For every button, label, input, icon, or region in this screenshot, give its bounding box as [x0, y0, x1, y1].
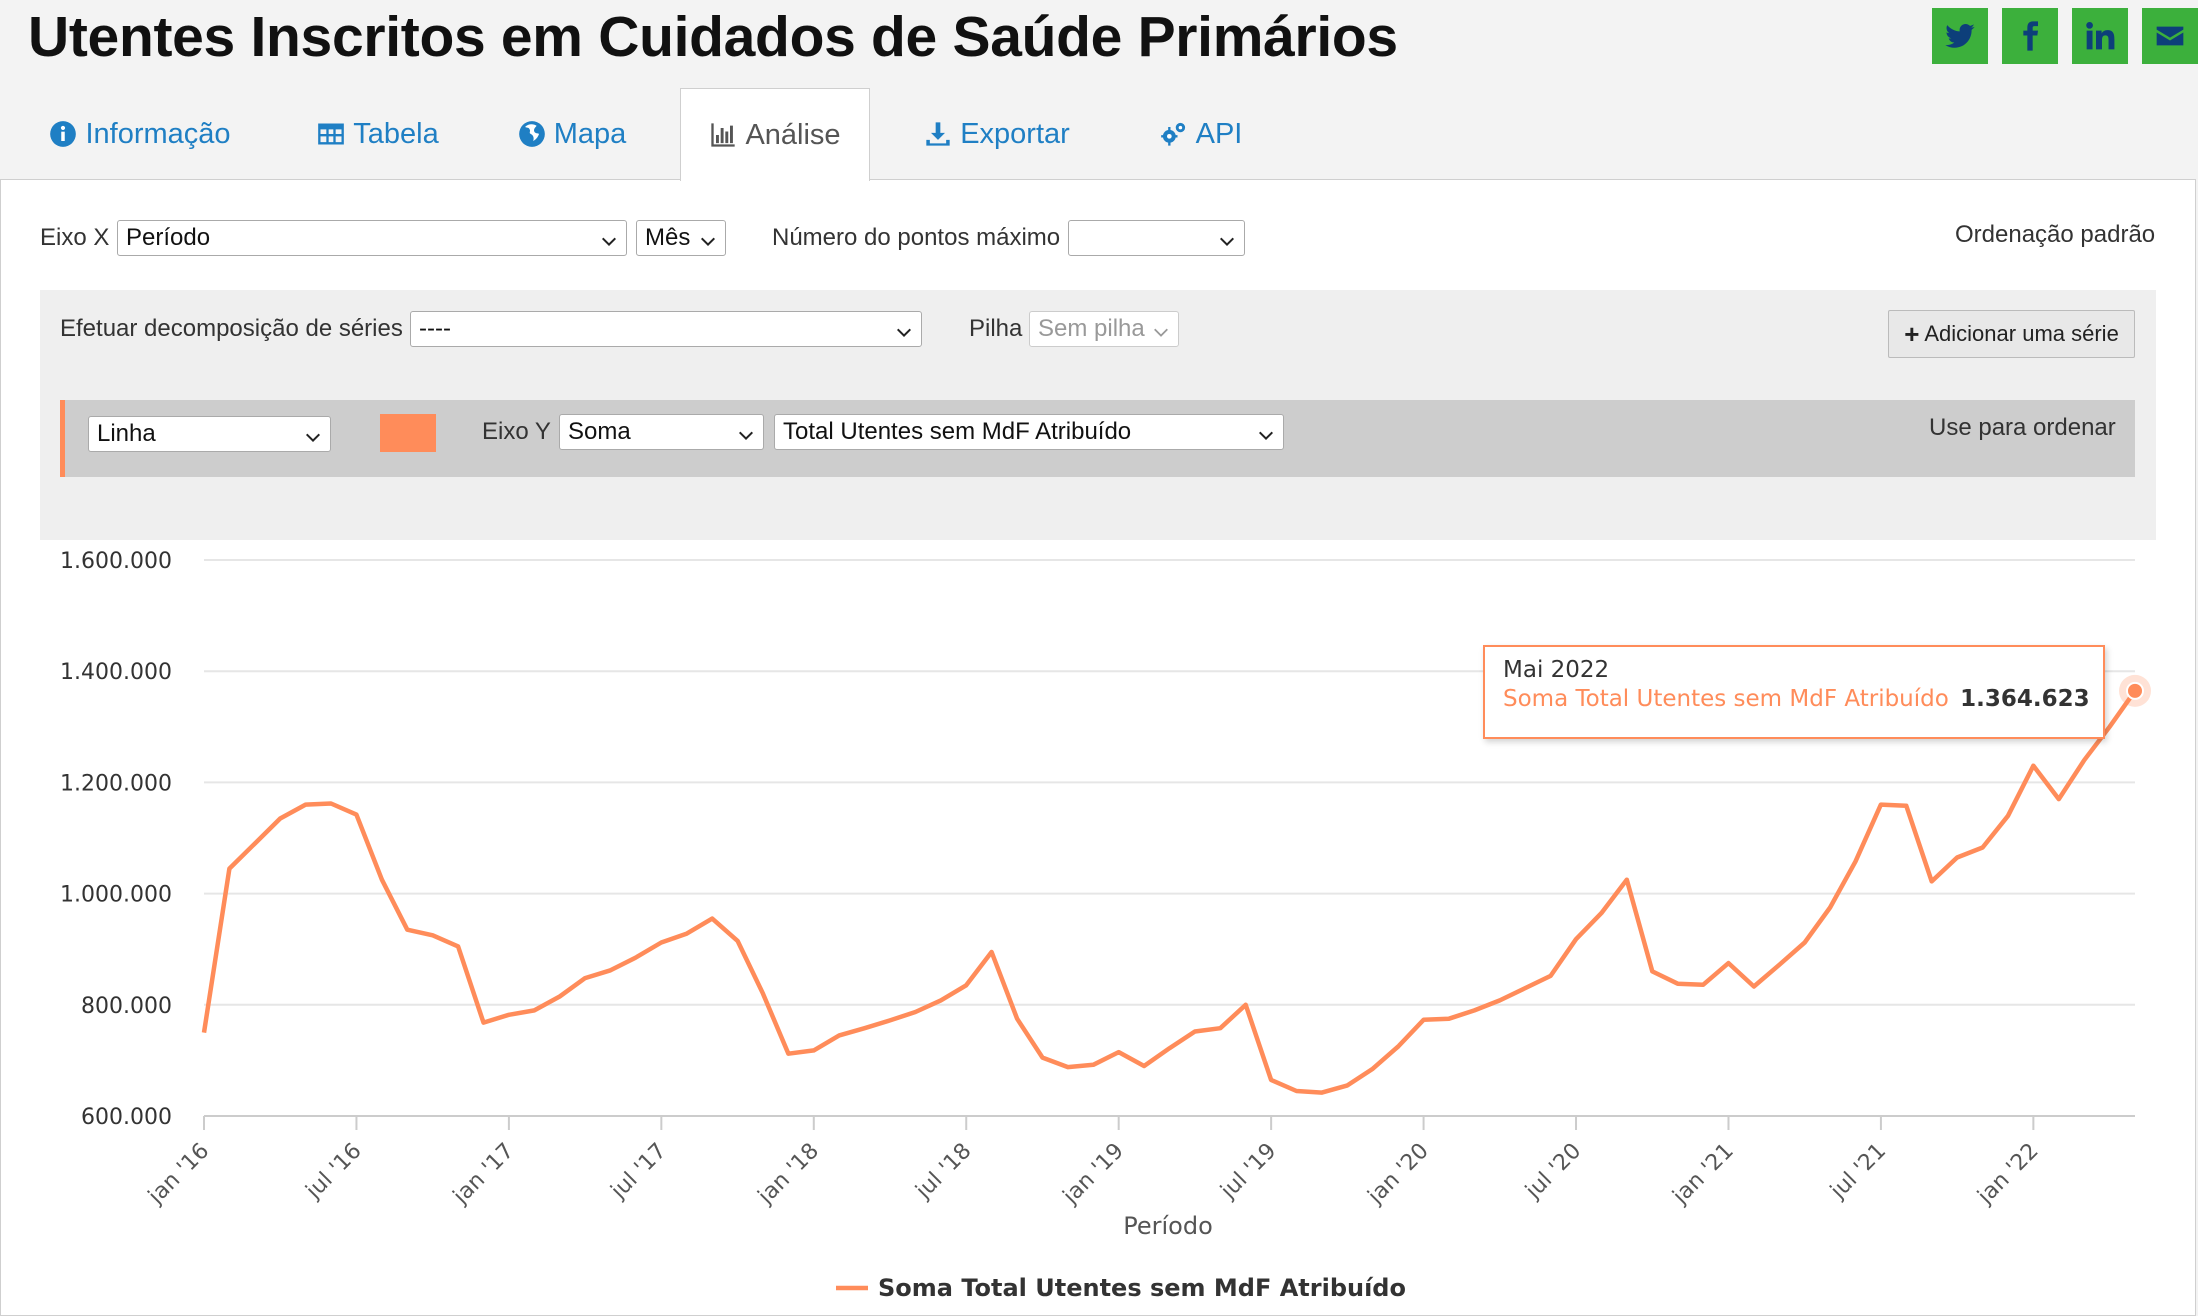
tab-exportar[interactable]: Exportar [922, 88, 1072, 180]
add-series-label: Adicionar uma série [1924, 321, 2119, 346]
default-order-link[interactable]: Ordenação padrão [1955, 221, 2156, 248]
x-tick-label: jan '17 [448, 1139, 519, 1210]
chevron-down-icon [895, 320, 913, 338]
x-tick-label: jan '21 [1668, 1139, 1739, 1210]
granularity-select[interactable]: Mês [636, 220, 726, 256]
max-points-select[interactable] [1068, 220, 1245, 256]
max-points-label: Número do pontos máximo [772, 224, 1061, 251]
x-tick-label: jan '22 [1972, 1139, 2043, 1210]
x-tick-label: jul '21 [1825, 1139, 1891, 1205]
stack-value: Sem pilha [1038, 315, 1145, 342]
x-tick-label: jul '17 [606, 1139, 672, 1205]
chart-tooltip: Mai 2022 Soma Total Utentes sem MdF Atri… [1483, 645, 2105, 739]
aggregation-value: Soma [568, 418, 631, 445]
tooltip-date: Mai 2022 [1503, 657, 1610, 683]
x-tick-label: jan '20 [1363, 1139, 1434, 1210]
x-axis-title: Período [1123, 1212, 1213, 1240]
series-line [201, 689, 2137, 1095]
y-tick-label: 1.600.000 [60, 549, 172, 574]
chevron-down-icon [600, 229, 618, 247]
x-axis-value: Período [126, 224, 211, 251]
tab-label: Informação [85, 117, 231, 150]
twitter-share-button[interactable] [1932, 8, 1988, 64]
legend[interactable]: Soma Total Utentes sem MdF Atribuído [836, 1274, 1406, 1302]
chevron-down-icon [304, 425, 322, 443]
linkedin-icon [2086, 22, 2115, 50]
breakdown-select[interactable]: ---- [410, 311, 922, 347]
y-tick-label: 1.400.000 [60, 660, 172, 685]
x-axis-label: Eixo X [40, 224, 110, 251]
series-type-value: Linha [97, 420, 156, 447]
tooltip-value: 1.364.623 [1960, 686, 2090, 712]
tab-label: Exportar [960, 117, 1070, 150]
chevron-down-icon [699, 229, 717, 247]
grid-lines [204, 559, 2135, 1117]
tab-label: API [1195, 117, 1243, 150]
facebook-icon [2023, 21, 2038, 51]
chevron-down-icon [1218, 229, 1236, 247]
x-tick-label: jan '19 [1058, 1139, 1129, 1210]
share-buttons [1932, 8, 2198, 64]
stack-select[interactable]: Sem pilha [1029, 311, 1179, 347]
email-icon [2156, 26, 2184, 46]
linkedin-share-button[interactable] [2072, 8, 2128, 64]
tab-label: Tabela [353, 117, 439, 150]
x-tick-label: jul '19 [1215, 1139, 1281, 1205]
gears-icon [1160, 120, 1188, 148]
breakdown-value: ---- [419, 315, 451, 342]
tab-bar: Informação Tabela Mapa Análise Exportar … [0, 88, 2198, 181]
y-field-value: Total Utentes sem MdF Atribuído [783, 418, 1132, 445]
stack-label: Pilha [969, 315, 1023, 342]
y-field-select[interactable]: Total Utentes sem MdF Atribuído [774, 414, 1284, 450]
page-title: Utentes Inscritos em Cuidados de Saúde P… [28, 5, 1398, 69]
tab-label: Mapa [553, 117, 627, 150]
hover-marker [2119, 674, 2151, 707]
y-tick-label: 800.000 [81, 994, 172, 1019]
tab-mapa[interactable]: Mapa [512, 88, 632, 180]
tab-label: Análise [745, 118, 841, 151]
download-icon [924, 120, 952, 148]
table-icon [317, 120, 345, 148]
facebook-share-button[interactable] [2002, 8, 2058, 64]
plus-icon: + [1904, 318, 1920, 349]
bar-chart-icon [709, 121, 737, 149]
x-axis-select[interactable]: Período [117, 220, 627, 256]
breakdown-label: Efetuar decomposição de séries [60, 315, 403, 342]
y-tick-label: 1.200.000 [60, 771, 172, 796]
x-tick-label: jul '20 [1520, 1139, 1586, 1205]
chevron-down-icon [737, 423, 755, 441]
use-for-order-link[interactable]: Use para ordenar [1929, 414, 2116, 441]
legend-item[interactable]: Soma Total Utentes sem MdF Atribuído [878, 1274, 1406, 1302]
tooltip-series-name: Soma Total Utentes sem MdF Atribuído [1503, 686, 1949, 712]
y-tick-label: 1.000.000 [60, 883, 172, 908]
add-series-button[interactable]: + Adicionar uma série [1888, 310, 2135, 358]
marker-point [2126, 681, 2144, 700]
series-color-swatch[interactable] [380, 414, 436, 452]
tab-analise[interactable]: Análise [680, 88, 870, 181]
series-type-select[interactable]: Linha [88, 416, 331, 452]
y-axis-ticks: 600.000 800.000 1.000.000 1.200.000 1.400.00… [60, 549, 172, 1130]
y-tick-label: 600.000 [81, 1105, 172, 1130]
chevron-down-icon [1152, 320, 1170, 338]
tab-informacao[interactable]: Informação [40, 88, 240, 180]
tab-tabela[interactable]: Tabela [308, 88, 448, 180]
globe-icon [518, 120, 546, 148]
chevron-down-icon [1257, 423, 1275, 441]
x-tick-label: jul '16 [301, 1139, 367, 1205]
twitter-icon [1945, 24, 1975, 48]
x-tick-label: jan '18 [753, 1139, 824, 1210]
email-share-button[interactable] [2142, 8, 2198, 64]
x-tick-label: jul '18 [911, 1139, 977, 1205]
line-chart: 600.000 800.000 1.000.000 1.200.000 1.400.00… [60, 549, 2151, 1302]
x-axis-ticks: jan '16 jul '16 jan '17 jul '17 jan '18 jul '… [143, 1116, 2044, 1210]
aggregation-select[interactable]: Soma [559, 414, 764, 450]
granularity-value: Mês [645, 224, 691, 251]
info-icon [49, 120, 77, 148]
x-tick-label: jan '16 [143, 1139, 214, 1210]
tab-api[interactable]: API [1146, 88, 1256, 180]
y-axis-label: Eixo Y [482, 418, 551, 445]
